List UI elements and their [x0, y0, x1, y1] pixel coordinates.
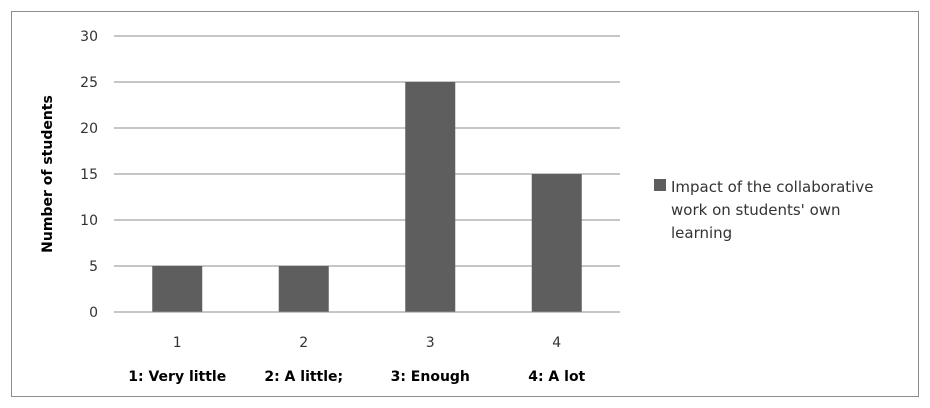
- category-label: 2: A little;: [264, 369, 343, 385]
- bar-1: [152, 266, 203, 312]
- y-tick-label: 25: [80, 75, 98, 91]
- category-label: 4: A lot: [528, 369, 585, 385]
- y-tick-label: 15: [80, 167, 98, 183]
- y-tick-label: 20: [80, 121, 98, 137]
- category-label: 3: Enough: [391, 369, 470, 385]
- bar-3: [405, 82, 456, 312]
- bar-2: [278, 266, 329, 312]
- legend-entry: Impact of the collaborative work on stude…: [671, 178, 873, 242]
- category-labels: 1: Very little 2: A little; 3: Enough 4: A …: [128, 369, 585, 385]
- bars: [152, 82, 582, 312]
- legend-swatch: [654, 179, 666, 191]
- legend-text-line: work on students' own: [671, 201, 841, 219]
- legend-text-line: learning: [671, 224, 732, 242]
- category-label: 1: Very little: [128, 369, 226, 385]
- legend: Impact of the collaborative work on stude…: [654, 178, 873, 242]
- chart-frame: [11, 11, 919, 397]
- legend-text-line: Impact of the collaborative: [671, 178, 873, 196]
- x-tick-label: 2: [299, 335, 308, 351]
- x-tick-label: 3: [426, 335, 435, 351]
- y-tick-label: 5: [89, 259, 98, 275]
- x-tick-label: 1: [173, 335, 182, 351]
- y-axis-ticks: 0 5 10 15 20 25 30: [80, 29, 98, 321]
- y-tick-label: 10: [80, 213, 98, 229]
- x-axis-ticks: 1 2 3 4: [173, 335, 562, 351]
- x-tick-label: 4: [552, 335, 561, 351]
- y-tick-label: 30: [80, 29, 98, 45]
- bar-4: [531, 174, 582, 312]
- y-axis-title: Number of students: [40, 95, 56, 253]
- y-tick-label: 0: [89, 305, 98, 321]
